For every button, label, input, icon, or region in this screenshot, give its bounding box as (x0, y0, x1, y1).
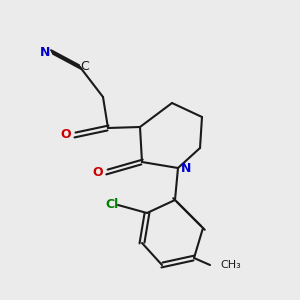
Text: C: C (81, 61, 89, 74)
Text: Cl: Cl (105, 199, 119, 212)
Text: N: N (181, 161, 191, 175)
Text: O: O (61, 128, 71, 142)
Text: CH₃: CH₃ (220, 260, 241, 270)
Text: O: O (93, 166, 103, 178)
Text: N: N (40, 46, 50, 59)
